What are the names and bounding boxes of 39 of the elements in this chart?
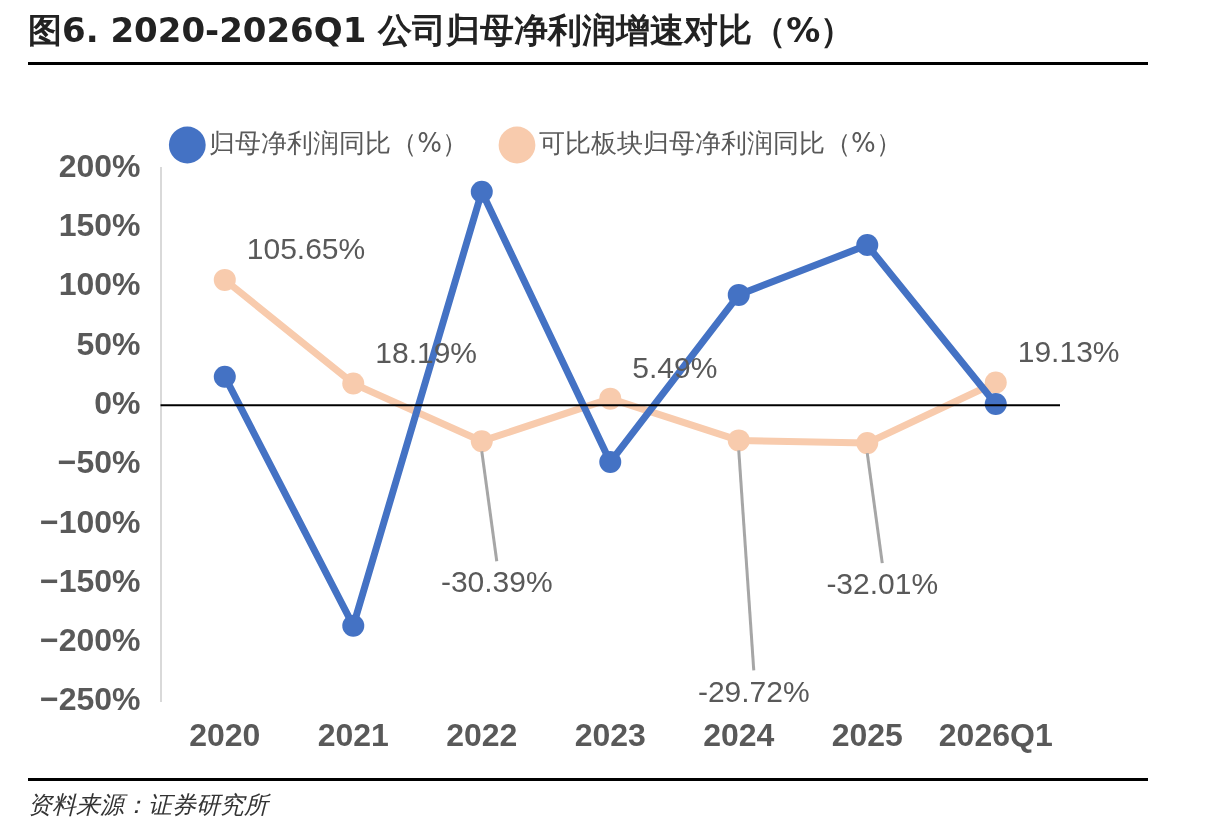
y-tick-label: 50% [76,325,141,362]
y-tick-label: −250% [40,681,141,718]
point [213,268,236,291]
y-tick-label: 200% [58,147,141,184]
x-tick-label: 2023 [574,716,646,753]
point [856,432,879,455]
y-tick-label: −200% [40,622,141,659]
point [470,180,493,203]
y-tick-label: 0% [94,384,141,421]
x-tick-label: 2024 [703,716,775,753]
x-tick-label: 2026Q1 [938,716,1053,753]
data-label: 105.65% [246,232,366,266]
text: 资料来源：证券研究所 [28,778,1148,821]
x-tick-label: 2022 [446,716,518,753]
point [342,614,365,637]
data-label: 19.13% [1017,334,1120,368]
y-tick-label: −150% [40,562,141,599]
point [984,371,1007,394]
data-label: -32.01% [826,567,939,601]
point [470,430,493,453]
point [856,234,879,257]
point [599,387,622,410]
point [727,283,750,306]
y-tick-label: 150% [58,207,141,244]
x-tick-label: 2021 [317,716,389,753]
data-label: -30.39% [440,565,553,599]
point [213,365,236,388]
point [599,451,622,474]
chart-title: 图6. 2020-2026Q1 公司归母净利润增速对比（%） [28,8,1148,65]
x-tick-label: 2025 [831,716,903,753]
y-tick-label: −50% [57,444,141,481]
point [342,372,365,395]
data-label: -29.72% [697,674,810,708]
y-tick-label: 100% [58,266,141,303]
y-tick-label: −100% [40,503,141,540]
point [727,429,750,452]
legend-label: 可比板块归母净利润同比（%） [539,127,902,158]
x-tick-label: 2020 [189,716,261,753]
legend-label: 归母净利润同比（%） [209,127,469,158]
